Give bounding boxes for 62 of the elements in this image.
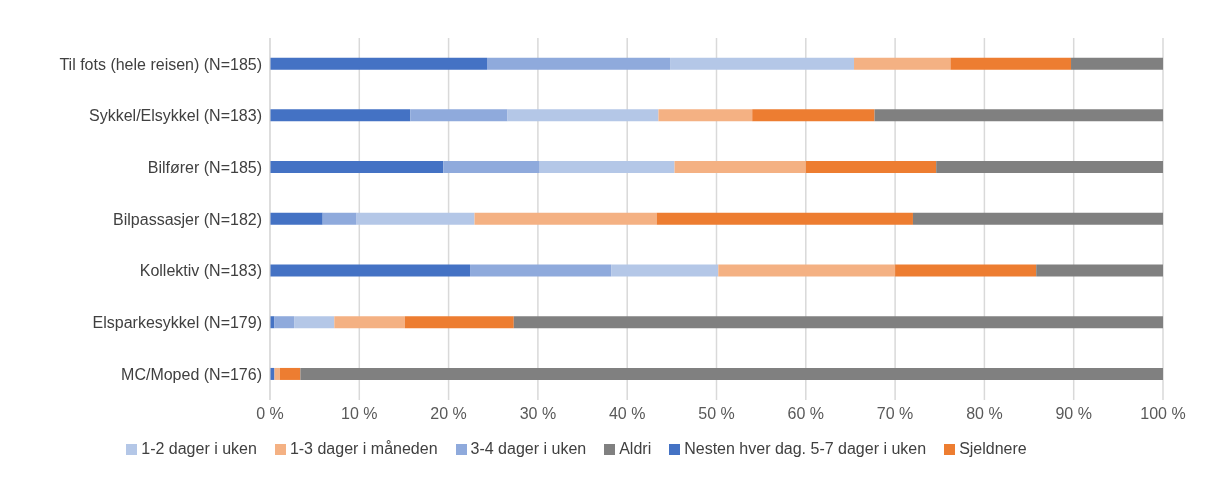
- bar: [474, 212, 657, 225]
- bar: [912, 212, 1163, 225]
- x-tick-label: 90 %: [1055, 405, 1092, 423]
- y-tick-label: Til fots (hele reisen) (N=185): [59, 55, 262, 73]
- bar: [322, 212, 357, 225]
- bar: [270, 161, 444, 174]
- x-tick-label: 30 %: [519, 405, 557, 423]
- legend-label: Nesten hver dag. 5-7 dager i uken: [684, 440, 927, 457]
- x-tick-label: 50 %: [698, 405, 735, 423]
- bar: [752, 109, 875, 122]
- bar: [874, 109, 1163, 122]
- y-tick-label: Kollektiv (N=183): [139, 262, 262, 280]
- bar: [270, 109, 411, 122]
- x-tick-label: 10 %: [341, 405, 378, 423]
- y-tick-label: Sykkel/Elsykkel (N=183): [89, 107, 262, 125]
- y-tick-label: Elsparkesykkel (N=179): [92, 314, 262, 332]
- bar: [658, 109, 753, 122]
- bar: [611, 264, 719, 277]
- bar: [279, 367, 301, 380]
- y-tick-label: MC/Moped (N=176): [121, 365, 262, 383]
- bar: [656, 212, 913, 225]
- legend-label: 1-2 dager i uken: [141, 440, 257, 457]
- bar: [507, 109, 659, 122]
- bar: [300, 367, 1163, 380]
- legend-label: Aldri: [619, 440, 652, 457]
- bar: [270, 212, 323, 225]
- bar: [404, 316, 514, 329]
- bar: [443, 161, 540, 174]
- bar: [294, 316, 335, 329]
- bar: [1071, 57, 1163, 70]
- bar: [670, 57, 855, 70]
- bar: [674, 161, 806, 174]
- bar: [410, 109, 508, 122]
- bar: [513, 316, 1163, 329]
- legend-label: Sjeldnere: [959, 440, 1027, 457]
- y-tick-label: Bilfører (N=185): [147, 158, 262, 176]
- x-tick-label: 80 %: [966, 405, 1003, 423]
- bar: [270, 264, 471, 277]
- bar: [356, 212, 475, 225]
- bar: [805, 161, 937, 174]
- y-tick-label: Bilpassasjer (N=182): [113, 210, 262, 228]
- bar: [539, 161, 675, 174]
- bar: [950, 57, 1072, 70]
- bar: [334, 316, 405, 329]
- bar: [274, 367, 280, 380]
- bar: [936, 161, 1163, 174]
- bar: [718, 264, 896, 277]
- bar: [487, 57, 671, 70]
- bar: [1036, 264, 1163, 277]
- bar: [270, 57, 487, 70]
- x-tick-label: 70 %: [876, 405, 914, 423]
- x-tick-label: 0 %: [256, 405, 284, 423]
- bar: [854, 57, 951, 70]
- legend-label: 3-4 dager i uken: [470, 440, 587, 457]
- x-tick-label: 60 %: [787, 405, 825, 423]
- bar: [274, 316, 295, 329]
- x-tick-label: 20 %: [430, 405, 467, 423]
- bar: [470, 264, 612, 277]
- bar: [895, 264, 1037, 277]
- x-tick-label: 100 %: [1140, 405, 1186, 423]
- legend-label: 1-3 dager i måneden: [289, 440, 438, 457]
- x-tick-label: 40 %: [608, 405, 646, 423]
